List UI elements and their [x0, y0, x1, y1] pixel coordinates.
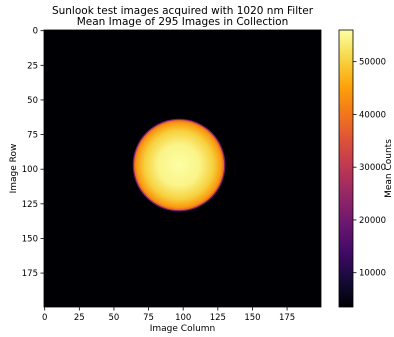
- y-tick-label: 25: [27, 61, 38, 71]
- y-tick-label: 100: [22, 165, 38, 175]
- x-tick-label: 50: [109, 313, 120, 323]
- y-tick-label: 75: [27, 131, 38, 141]
- solar-disk: [132, 118, 226, 212]
- colorbar-label: Mean Counts: [384, 139, 394, 198]
- colorbar-tick-label: 10000: [359, 269, 386, 279]
- y-tick-label: 125: [22, 200, 38, 210]
- x-tick-label: 75: [143, 313, 154, 323]
- y-axis: 0 25 50 75 100 125 150 175: [22, 27, 44, 279]
- x-axis: 0 25 50 75 100 125 150 175: [42, 307, 295, 323]
- colorbar-axis: 10000 20000 30000 40000 50000: [353, 58, 386, 279]
- y-axis-label: Image Row: [9, 144, 19, 194]
- plot-frame: [43, 29, 322, 308]
- colorbar-tick-label: 20000: [359, 216, 386, 226]
- plot-area: [43, 29, 322, 308]
- y-tick-label: 150: [22, 234, 38, 244]
- colorbar-tick-label: 40000: [359, 110, 386, 120]
- x-tick-label: 25: [74, 313, 85, 323]
- x-tick-label: 125: [210, 313, 226, 323]
- colorbar-tick-label: 50000: [359, 58, 386, 68]
- chart-subtitle: Mean Image of 295 Images in Collection: [76, 16, 289, 28]
- colorbar-frame: [338, 29, 354, 308]
- x-tick-label: 100: [175, 313, 191, 323]
- y-tick-label: 0: [33, 27, 38, 37]
- colorbar-gradient: [339, 30, 353, 307]
- chart-title-line-1: Sunlook test images acquired with 1020 n…: [51, 5, 314, 17]
- x-tick-label: 150: [244, 313, 260, 323]
- x-tick-label: 175: [279, 313, 295, 323]
- colorbar: 10000 20000 30000 40000 50000 Mean Counts: [338, 29, 394, 308]
- y-tick-label: 175: [22, 269, 38, 279]
- colorbar-tick-label: 30000: [359, 163, 386, 173]
- y-tick-label: 50: [27, 96, 38, 106]
- x-axis-label: Image Column: [150, 324, 216, 334]
- x-tick-label: 0: [42, 313, 47, 323]
